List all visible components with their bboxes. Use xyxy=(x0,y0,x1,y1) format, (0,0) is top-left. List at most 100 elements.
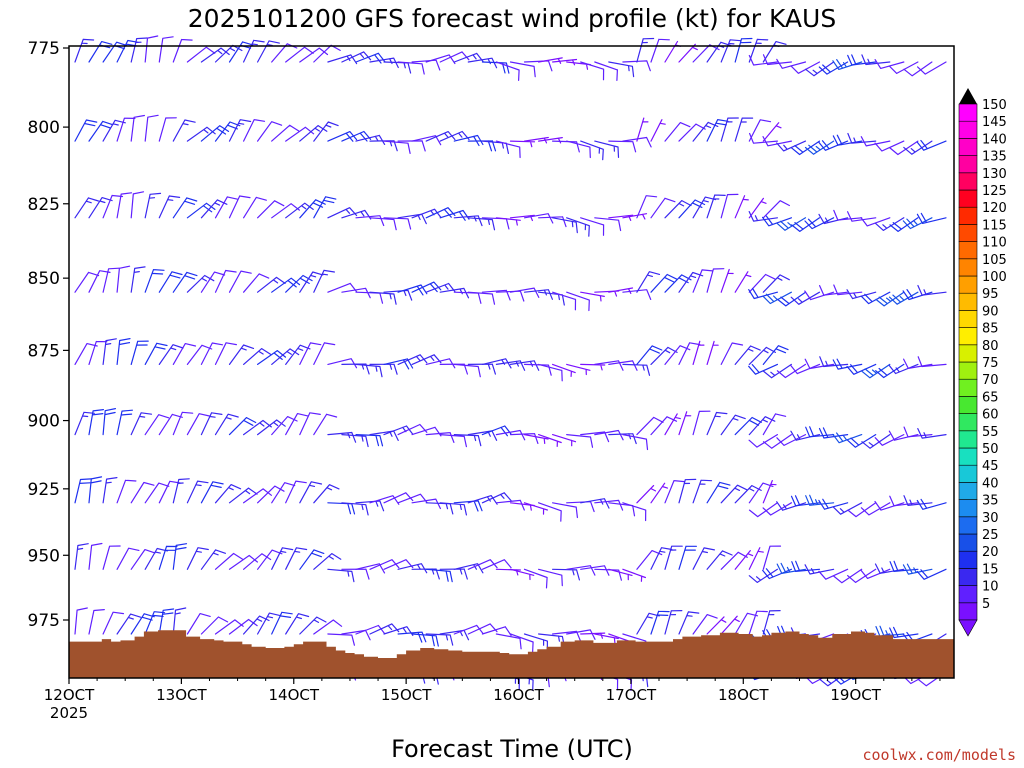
wind-barb xyxy=(397,284,428,296)
wind-barb xyxy=(495,568,521,576)
wind-barb xyxy=(734,485,762,504)
wind-barb xyxy=(200,616,229,635)
wind-barb xyxy=(102,611,125,635)
wind-barb xyxy=(678,271,704,293)
wind-barb xyxy=(102,477,118,504)
wind-barb xyxy=(580,291,605,302)
wind-barb xyxy=(664,122,691,142)
wind-barb xyxy=(790,61,821,74)
wind-barb xyxy=(762,291,792,305)
x-tick-label: 14OCT xyxy=(268,686,319,704)
wind-barb xyxy=(847,502,877,518)
wind-barb xyxy=(706,268,725,293)
wind-barb xyxy=(172,119,196,142)
wind-barb xyxy=(453,434,482,447)
wind-barb xyxy=(144,269,165,293)
wind-barb xyxy=(271,277,301,293)
wind-barb xyxy=(383,492,414,504)
wind-barb xyxy=(566,363,591,376)
wind-barb xyxy=(228,618,258,635)
wind-barb xyxy=(243,273,270,293)
wind-barb xyxy=(832,59,863,70)
wind-barb xyxy=(622,502,647,522)
wind-barb xyxy=(664,345,691,365)
wind-barb xyxy=(285,46,314,63)
wind-barb xyxy=(833,568,863,584)
wind-barb xyxy=(819,285,849,296)
wind-barb xyxy=(74,478,92,504)
wind-barb xyxy=(762,480,777,504)
wind-barb xyxy=(762,545,782,570)
wind-barb xyxy=(720,414,746,436)
terrain-fill xyxy=(69,630,954,678)
wind-barb xyxy=(257,485,285,504)
colorbar-label: 45 xyxy=(982,459,999,474)
wind-barb xyxy=(341,568,370,580)
wind-barb xyxy=(74,197,99,219)
wind-barb xyxy=(355,434,384,447)
wind-barb xyxy=(916,139,947,151)
colorbar-label: 85 xyxy=(982,322,999,337)
colorbar-label: 135 xyxy=(982,150,1007,165)
wind-barb xyxy=(720,117,739,142)
wind-barb xyxy=(650,197,676,219)
wind-barb xyxy=(762,41,787,63)
wind-barb xyxy=(748,610,768,635)
wind-barb xyxy=(200,199,228,219)
wind-barb xyxy=(678,123,706,142)
colorbar-label: 115 xyxy=(982,218,1007,233)
wind-barb xyxy=(538,434,562,447)
wind-barb xyxy=(650,547,673,570)
wind-barb xyxy=(608,61,635,78)
wind-barb xyxy=(130,37,148,63)
wind-barb xyxy=(355,134,386,145)
x-tick-label: 16OCT xyxy=(493,686,544,704)
colorbar-swatch xyxy=(958,396,978,414)
wind-barb xyxy=(495,217,521,226)
wind-barb xyxy=(552,291,577,311)
wind-barb xyxy=(790,140,821,156)
wind-barb xyxy=(467,559,498,570)
wind-barb xyxy=(720,39,742,63)
colorbar-label: 20 xyxy=(982,545,999,560)
colorbar-label: 55 xyxy=(982,425,999,440)
wind-barb xyxy=(481,425,512,437)
wind-barb xyxy=(762,122,782,142)
wind-barb xyxy=(580,498,610,509)
wind-barb xyxy=(313,342,336,365)
wind-barb xyxy=(636,550,663,570)
wind-barb xyxy=(594,633,619,644)
wind-barb xyxy=(158,36,174,63)
wind-barb xyxy=(622,60,651,72)
colorbar-swatch xyxy=(958,155,978,174)
wind-barb xyxy=(285,344,311,365)
wind-barb xyxy=(552,630,582,642)
wind-barb xyxy=(271,482,296,504)
wind-barb xyxy=(538,633,565,648)
wind-barb xyxy=(200,47,230,63)
colorbar-label: 90 xyxy=(982,304,999,319)
wind-barb xyxy=(692,547,715,570)
colorbar-swatch xyxy=(958,120,978,139)
wind-barb xyxy=(734,37,753,63)
wind-barb xyxy=(650,610,670,635)
wind-barb xyxy=(861,434,891,449)
wind-barb xyxy=(257,276,286,293)
y-tick-label: 850 xyxy=(28,269,60,289)
wind-barb xyxy=(495,429,526,441)
wind-barb xyxy=(748,54,778,66)
colorbar-swatch xyxy=(958,310,978,328)
wind-barb xyxy=(341,629,371,641)
wind-barb xyxy=(74,543,89,570)
wind-barb xyxy=(313,121,339,142)
wind-barb xyxy=(523,568,548,589)
wind-barb xyxy=(88,476,103,504)
wind-barb xyxy=(538,216,567,228)
wind-barb xyxy=(692,479,713,504)
wind-barb xyxy=(805,426,835,438)
wind-barb xyxy=(889,140,919,156)
wind-barb xyxy=(285,613,310,635)
wind-barb xyxy=(664,413,681,436)
wind-barb xyxy=(299,47,329,63)
wind-barb xyxy=(243,488,272,504)
